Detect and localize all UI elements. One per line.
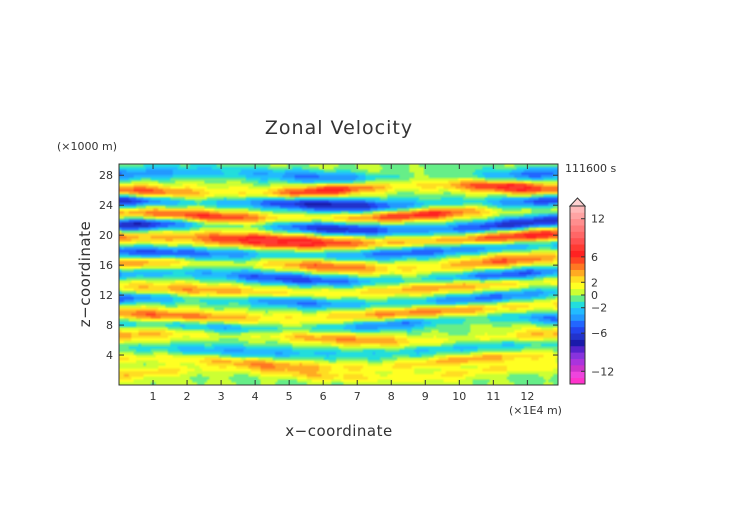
colorbar-swatch	[570, 314, 585, 321]
colorbar-swatch	[570, 345, 585, 353]
colorbar-swatch	[570, 263, 585, 270]
colorbar-tick-label: −12	[591, 365, 614, 378]
colorbar-swatch	[570, 358, 585, 366]
colorbar-swatch	[570, 244, 585, 251]
x-axis-label: x−coordinate	[285, 422, 392, 440]
velocity-field-image	[119, 164, 558, 385]
colorbar-tick-label: 0	[591, 289, 598, 302]
velocity-field	[119, 164, 558, 385]
plot-frame	[118, 163, 559, 386]
y-tick-label: 12	[99, 289, 113, 302]
time-label: 111600 s	[565, 162, 616, 175]
colorbar-swatch	[570, 333, 585, 340]
x-tick-label: 9	[422, 390, 429, 403]
colorbar-swatch	[570, 282, 585, 290]
y-axis-label: z−coordinate	[76, 221, 94, 327]
colorbar-tick-label: 2	[591, 276, 598, 289]
chart-title: Zonal Velocity	[265, 117, 413, 139]
x-tick-label: 8	[388, 390, 395, 403]
colorbar-swatch	[570, 377, 585, 385]
colorbar-swatch	[570, 225, 585, 232]
colorbar-swatch	[570, 364, 585, 372]
x-tick-label: 10	[452, 390, 466, 403]
colorbar-extend-triangle	[568, 197, 587, 207]
colorbar-swatch	[570, 256, 585, 264]
colorbar-swatch	[570, 326, 585, 334]
colorbar-swatch	[570, 288, 585, 296]
colorbar-swatch	[570, 352, 585, 359]
x-tick-label: 6	[320, 390, 327, 403]
colorbar-swatch	[570, 269, 585, 277]
colorbar-swatch	[570, 301, 585, 309]
colorbar-tick-label: −6	[591, 327, 607, 340]
y-tick-label: 20	[99, 229, 113, 242]
y-axis-unit: (×1000 m)	[57, 140, 117, 153]
colorbar-swatch	[570, 307, 585, 315]
y-tick-label: 28	[99, 169, 113, 182]
x-tick-label: 7	[354, 390, 361, 403]
x-tick-label: 1	[150, 390, 157, 403]
colorbar-swatch	[570, 237, 585, 245]
colorbar: 12 6 20−2 −6 −12	[568, 197, 614, 385]
x-tick-label: 2	[184, 390, 191, 403]
y-tick-label: 8	[106, 319, 113, 332]
x-axis-unit: (×1E4 m)	[509, 404, 562, 417]
colorbar-swatch	[570, 218, 585, 226]
colorbar-swatch	[570, 275, 585, 283]
x-axis-ticks: 1 2 3 4 5 6 7 8 9 10 11 12	[150, 164, 534, 403]
y-axis-ticks: 4 8 12 16 20 24 28	[99, 169, 558, 362]
colorbar-swatch	[570, 212, 585, 220]
x-tick-label: 4	[252, 390, 259, 403]
colorbar-swatch	[570, 339, 585, 347]
colorbar-swatch	[570, 250, 585, 258]
colorbar-swatch	[570, 231, 585, 239]
x-tick-label: 3	[218, 390, 225, 403]
y-tick-label: 24	[99, 199, 113, 212]
y-tick-label: 4	[106, 349, 113, 362]
colorbar-tick-label: 6	[591, 251, 598, 264]
x-tick-label: 5	[286, 390, 293, 403]
colorbar-swatch	[570, 206, 585, 213]
colorbar-swatch	[570, 371, 585, 379]
colorbar-swatch	[570, 320, 585, 328]
colorbar-swatch	[570, 295, 585, 302]
colorbar-tick-label: −2	[591, 302, 607, 315]
x-tick-label: 11	[486, 390, 500, 403]
x-tick-label: 12	[520, 390, 534, 403]
y-tick-label: 16	[99, 259, 113, 272]
colorbar-tick-label: 12	[591, 213, 605, 226]
